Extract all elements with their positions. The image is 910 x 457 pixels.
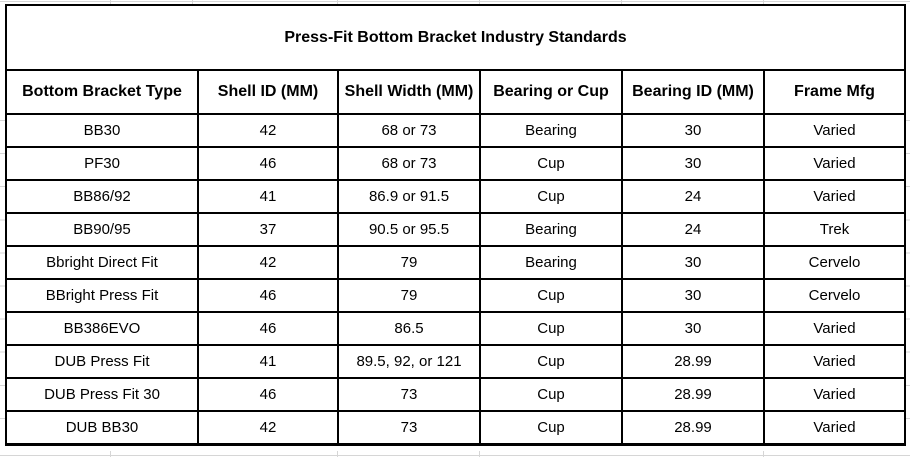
table-row: Bbright Direct Fit 42 79 Bearing 30 Cerv… <box>5 245 907 280</box>
table-cell: Varied <box>762 311 907 346</box>
table-cell: Varied <box>762 146 907 181</box>
table-cell: BB90/95 <box>5 212 199 247</box>
table-cell: Bearing <box>479 212 623 247</box>
gridline-stub <box>479 451 480 457</box>
table-row: DUB BB30 42 73 Cup 28.99 Varied <box>5 410 907 446</box>
table-cell: BB386EVO <box>5 311 199 346</box>
table-cell: 42 <box>197 410 339 446</box>
gridline-top <box>0 1 910 2</box>
table-cell: 42 <box>197 245 339 280</box>
table-row: BB90/95 37 90.5 or 95.5 Bearing 24 Trek <box>5 212 907 247</box>
table-cell: Varied <box>762 113 907 148</box>
table-cell: Trek <box>762 212 907 247</box>
table-cell: PF30 <box>5 146 199 181</box>
table-cell: 86.9 or 91.5 <box>337 179 481 214</box>
table-cell: 89.5, 92, or 121 <box>337 344 481 379</box>
table-cell: 79 <box>337 278 481 313</box>
table-title: Press-Fit Bottom Bracket Industry Standa… <box>4 4 907 71</box>
table-cell: Varied <box>762 377 907 412</box>
table-cell: BB30 <box>5 113 199 148</box>
table-cell: DUB BB30 <box>5 410 199 446</box>
table-cell: 86.5 <box>337 311 481 346</box>
table-cell: 28.99 <box>621 377 765 412</box>
table-cell: 24 <box>621 179 765 214</box>
gridline-stub <box>110 451 111 457</box>
table-cell: Bbright Direct Fit <box>5 245 199 280</box>
column-header-shell-width: Shell Width (MM) <box>337 69 481 115</box>
table-cell: Varied <box>762 344 907 379</box>
gridline-right-strip <box>905 120 910 451</box>
table-cell: Cup <box>479 410 623 446</box>
table-cell: 46 <box>197 146 339 181</box>
table-cell: Cup <box>479 377 623 412</box>
table-cell: Bearing <box>479 113 623 148</box>
table-cell: Varied <box>762 410 907 446</box>
table-cell: 46 <box>197 311 339 346</box>
table-row: BB386EVO 46 86.5 Cup 30 Varied <box>5 311 907 346</box>
gridline-left-strip <box>0 120 5 451</box>
table-cell: DUB Press Fit <box>5 344 199 379</box>
table-cell: BBright Press Fit <box>5 278 199 313</box>
column-header-shell-id: Shell ID (MM) <box>197 69 339 115</box>
table-cell: 79 <box>337 245 481 280</box>
table-cell: Bearing <box>479 245 623 280</box>
title-row: Press-Fit Bottom Bracket Industry Standa… <box>4 4 907 71</box>
gridline-stub <box>337 451 338 457</box>
table-cell: 24 <box>621 212 765 247</box>
table-cell: 41 <box>197 179 339 214</box>
table-cell: Cup <box>479 344 623 379</box>
table-cell: BB86/92 <box>5 179 199 214</box>
gridline-stub <box>337 0 338 4</box>
table-cell: Varied <box>762 179 907 214</box>
table-cell: 30 <box>621 311 765 346</box>
table-cell: 46 <box>197 278 339 313</box>
table-cell: Cup <box>479 179 623 214</box>
table-cell: DUB Press Fit 30 <box>5 377 199 412</box>
table-cell: 30 <box>621 245 765 280</box>
table-cell: 73 <box>337 377 481 412</box>
table-row: PF30 46 68 or 73 Cup 30 Varied <box>5 146 907 181</box>
table-cell: Cervelo <box>762 245 907 280</box>
table-cell: 68 or 73 <box>337 146 481 181</box>
table-cell: 46 <box>197 377 339 412</box>
gridline-stub <box>621 0 622 4</box>
gridline-bottom <box>0 455 910 456</box>
table-cell: 30 <box>621 278 765 313</box>
table-cell: Cervelo <box>762 278 907 313</box>
table-row: BB86/92 41 86.9 or 91.5 Cup 24 Varied <box>5 179 907 214</box>
table-cell: 37 <box>197 212 339 247</box>
table-cell: 42 <box>197 113 339 148</box>
column-header-bearing-or-cup: Bearing or Cup <box>479 69 623 115</box>
column-header-bottom-bracket-type: Bottom Bracket Type <box>5 69 199 115</box>
column-header-frame-mfg: Frame Mfg <box>762 69 907 115</box>
gridline-stub <box>763 451 764 457</box>
column-header-bearing-id: Bearing ID (MM) <box>621 69 765 115</box>
table-row: BB30 42 68 or 73 Bearing 30 Varied <box>5 113 907 148</box>
table-cell: 30 <box>621 146 765 181</box>
table-cell: 41 <box>197 344 339 379</box>
gridline-stub <box>763 0 764 4</box>
gridline-stub <box>479 0 480 4</box>
header-row: Bottom Bracket Type Shell ID (MM) Shell … <box>5 69 907 115</box>
gridline-stub <box>110 0 111 4</box>
table-cell: 28.99 <box>621 410 765 446</box>
table-cell: 68 or 73 <box>337 113 481 148</box>
table-cell: Cup <box>479 311 623 346</box>
table-cell: 73 <box>337 410 481 446</box>
gridline-stub <box>192 0 193 4</box>
table-cell: Cup <box>479 278 623 313</box>
table-row: BBright Press Fit 46 79 Cup 30 Cervelo <box>5 278 907 313</box>
table-row: DUB Press Fit 30 46 73 Cup 28.99 Varied <box>5 377 907 412</box>
table-cell: 30 <box>621 113 765 148</box>
table-cell: 28.99 <box>621 344 765 379</box>
bottom-bracket-standards-table: Press-Fit Bottom Bracket Industry Standa… <box>4 4 907 446</box>
table-cell: Cup <box>479 146 623 181</box>
table-row: DUB Press Fit 41 89.5, 92, or 121 Cup 28… <box>5 344 907 379</box>
table-cell: 90.5 or 95.5 <box>337 212 481 247</box>
